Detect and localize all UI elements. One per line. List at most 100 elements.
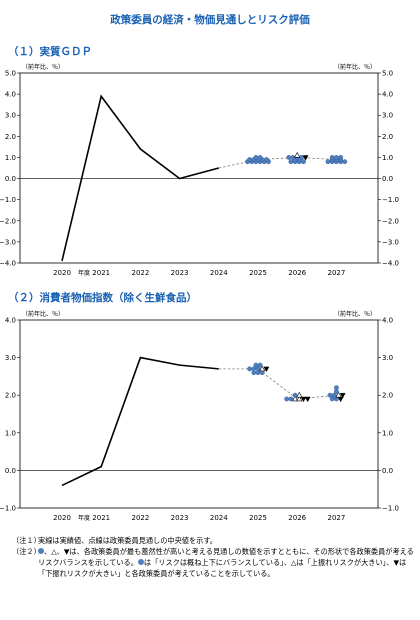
note-1-text: 実線は実績値、点線は政策委員見通しの中央値を示す。 — [38, 536, 217, 545]
note-1-label: （注１） — [12, 536, 41, 545]
y-tick-label-right: 2.0 — [382, 133, 393, 141]
y-tick-label-left: −1.0 — [0, 196, 16, 204]
triangle-up-marker — [294, 151, 301, 158]
x-tick-label: 2025 — [249, 514, 267, 522]
triangle-down-marker — [304, 396, 311, 403]
circle-marker — [253, 362, 259, 368]
x-tick-label: 2022 — [131, 514, 149, 522]
triangle-up-marker — [296, 395, 303, 402]
median-series-line — [218, 157, 337, 169]
circle-marker — [301, 159, 306, 165]
y-tick-label-right: −1.0 — [382, 196, 399, 204]
y-tick-label-left: 5.0 — [5, 70, 16, 78]
circle-marker — [342, 159, 348, 165]
y-tick-label-left: 1.0 — [5, 154, 16, 162]
gdp-chart: （前年比、％） （前年比、％） 5.0 5.0 4.0 4.0 3.0 3.0 2.0 2.0 1.… — [0, 63, 399, 277]
x-tick-label: 2021 — [92, 269, 110, 277]
triangle-up-marker — [296, 391, 303, 398]
y-tick-label-right: 4.0 — [382, 91, 393, 99]
median-series-line — [218, 368, 337, 400]
circle-marker — [288, 159, 294, 165]
y-tick-label-left: 4.0 — [5, 317, 16, 325]
circle-marker — [286, 155, 292, 160]
triangle-down-marker — [263, 366, 270, 373]
circle-marker — [255, 366, 261, 372]
circle-marker-icon — [38, 548, 44, 554]
y-tick-label-left: −1.0 — [0, 505, 16, 513]
page-title: 政策委員の経済・物価見通しとリスク評価 — [110, 14, 310, 26]
circle-marker — [263, 157, 269, 162]
x-tick-label: 2027 — [327, 514, 345, 522]
note-2-label: （注２） — [12, 547, 41, 556]
y-tick-label-right: 1.0 — [382, 429, 393, 437]
y-tick-label-left: 0.0 — [5, 467, 16, 475]
y-tick-label-left: −3.0 — [0, 238, 16, 246]
triangle-up-marker — [291, 395, 299, 402]
unit-label-right: （前年比、％） — [334, 310, 376, 318]
y-tick-label-right: 0.0 — [382, 175, 393, 183]
x-tick-label: 2025 — [249, 269, 267, 277]
y-tick-label-left: −4.0 — [0, 260, 16, 268]
circle-marker — [338, 155, 343, 160]
y-tick-label-left: 2.0 — [5, 392, 16, 400]
x-tick-label: 2022 — [131, 269, 149, 277]
gdp-section-title: （１）実質ＧＤＰ — [8, 46, 92, 58]
actual-series-line — [61, 356, 219, 487]
triangle-down-marker — [302, 155, 309, 161]
unit-label-left: （前年比、％） — [22, 63, 64, 71]
x-tick-label: 2020 — [53, 269, 71, 277]
footnotes: （注１） 実線は実績値、点線は政策委員見通しの中央値を示す。 （注２） 、△、▼… — [12, 535, 414, 579]
x-tick-label: 2020 — [53, 514, 71, 522]
y-tick-label-left: 1.0 — [5, 429, 16, 437]
x-tick-label: 2024 — [210, 514, 228, 522]
circle-marker-icon — [137, 559, 144, 565]
circle-marker — [257, 155, 263, 160]
circle-marker — [292, 392, 298, 398]
circle-marker — [333, 155, 339, 160]
note-2: （注２） 、△、▼は、各政策委員が最も蓋然性が高いと考える見通しの数値を示すとと… — [12, 546, 414, 579]
plot-frame — [19, 319, 379, 509]
circle-marker — [329, 155, 335, 160]
x-axis-label: 年度 — [78, 269, 90, 277]
circle-marker — [247, 366, 253, 372]
y-tick-label-right: 0.0 — [382, 467, 393, 475]
note-2-text-b: は「リスクは概ね上下にバランスしている」、△は「上振れリスクが大きい」、▼は「下… — [38, 558, 407, 578]
circle-marker — [253, 155, 259, 160]
plot-frame — [19, 72, 379, 264]
circle-marker — [284, 396, 290, 402]
x-axis-label: 年度 — [78, 514, 90, 522]
note-1: （注１） 実線は実績値、点線は政策委員見通しの中央値を示す。 — [12, 535, 414, 546]
x-tick-label: 2026 — [288, 514, 306, 522]
triangle-up-marker — [259, 365, 266, 372]
circle-marker — [247, 157, 253, 162]
y-tick-label-right: −1.0 — [382, 505, 399, 513]
y-tick-label-right: −3.0 — [382, 238, 399, 246]
triangle-down-marker — [339, 392, 346, 399]
circle-marker — [331, 392, 337, 398]
x-tick-label: 2023 — [171, 269, 189, 277]
y-tick-label-right: 4.0 — [382, 317, 393, 325]
y-tick-label-right: 1.0 — [382, 154, 393, 162]
y-tick-label-left: −2.0 — [0, 217, 16, 225]
x-tick-label: 2024 — [210, 269, 228, 277]
y-tick-label-left: 4.0 — [5, 91, 16, 99]
x-tick-label: 2023 — [171, 514, 189, 522]
y-tick-label-right: 2.0 — [382, 392, 393, 400]
cpi-chart: （前年比、％） （前年比、％） 4.0 4.0 3.0 3.0 2.0 2.0 1.0 1.0 0.… — [0, 310, 399, 522]
triangle-down-marker — [300, 396, 307, 403]
triangle-up-marker — [335, 391, 342, 398]
x-tick-label: 2021 — [92, 514, 110, 522]
unit-label-left: （前年比、％） — [22, 310, 64, 318]
y-tick-label-right: 5.0 — [382, 70, 393, 78]
note-2-text-a: 、△、▼は、各政策委員が最も蓋然性が高いと考える見通しの数値を示すとともに、その… — [38, 547, 414, 567]
actual-series-line — [61, 94, 220, 262]
y-tick-label-right: −4.0 — [382, 260, 399, 268]
circle-marker — [325, 159, 331, 165]
circle-marker — [288, 396, 294, 402]
y-tick-label-left: 0.0 — [5, 175, 16, 183]
y-tick-label-right: 3.0 — [382, 112, 393, 120]
x-tick-label: 2027 — [327, 269, 345, 277]
y-tick-label-left: 3.0 — [5, 354, 16, 362]
x-tick-label: 2026 — [288, 269, 306, 277]
y-tick-label-left: 2.0 — [5, 133, 16, 141]
